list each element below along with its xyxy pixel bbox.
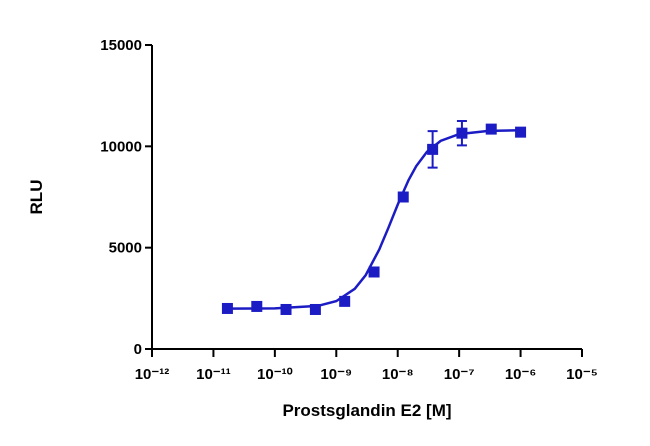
x-tick-label: 10⁻⁵: [566, 366, 598, 383]
data-point: [485, 123, 497, 135]
x-tick-label: 10⁻⁶: [505, 366, 537, 383]
x-tick-label: 10⁻¹²: [135, 366, 170, 383]
data-point: [339, 295, 351, 307]
x-tick-label: 10⁻⁸: [382, 366, 414, 383]
x-tick-label: 10⁻⁹: [320, 366, 352, 383]
fit-curve: [227, 128, 521, 310]
x-axis-title: Prostsglandin E2 [M]: [282, 401, 451, 420]
x-tick-label: 10⁻¹⁰: [257, 366, 293, 383]
data-point: [397, 191, 409, 203]
x-tick-label: 10⁻¹¹: [196, 366, 231, 383]
y-tick-label: 10000: [100, 138, 142, 155]
y-tick-label: 5000: [109, 240, 142, 257]
y-tick-label: 0: [134, 341, 142, 358]
data-point: [251, 300, 263, 312]
data-point: [309, 303, 321, 315]
y-tick-label: 15000: [100, 37, 142, 54]
y-axis-title: RLU: [27, 180, 46, 215]
data-point: [427, 143, 439, 155]
data-point: [280, 303, 292, 315]
data-point: [368, 266, 380, 278]
x-tick-label: 10⁻⁷: [444, 366, 475, 383]
data-point: [515, 126, 527, 138]
